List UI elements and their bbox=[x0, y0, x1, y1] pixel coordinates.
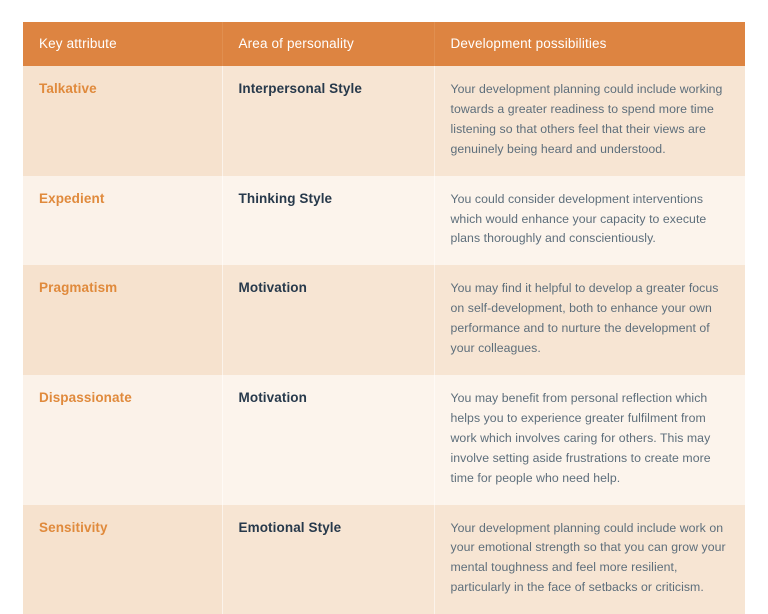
column-header-area-of-personality: Area of personality bbox=[222, 22, 434, 66]
table-row: Sensitivity Emotional Style Your develop… bbox=[23, 505, 745, 614]
table-row: Dispassionate Motivation You may benefit… bbox=[23, 375, 745, 505]
cell-development-possibilities: You may benefit from personal reflection… bbox=[434, 375, 745, 505]
cell-key-attribute: Dispassionate bbox=[23, 375, 222, 505]
development-report-table-container: Key attribute Area of personality Develo… bbox=[23, 22, 745, 614]
cell-key-attribute: Talkative bbox=[23, 66, 222, 176]
table-row: Talkative Interpersonal Style Your devel… bbox=[23, 66, 745, 176]
cell-key-attribute: Expedient bbox=[23, 176, 222, 266]
development-text: You could consider development intervent… bbox=[451, 190, 732, 250]
development-text: Your development planning could include … bbox=[451, 519, 732, 599]
attribute-label: Pragmatism bbox=[39, 279, 222, 297]
table-row: Pragmatism Motivation You may find it he… bbox=[23, 265, 745, 375]
table-header: Key attribute Area of personality Develo… bbox=[23, 22, 745, 66]
cell-area-of-personality: Motivation bbox=[222, 375, 434, 505]
attribute-label: Expedient bbox=[39, 190, 222, 208]
area-label: Motivation bbox=[239, 279, 434, 297]
attribute-label: Dispassionate bbox=[39, 389, 222, 407]
development-text: You may benefit from personal reflection… bbox=[451, 389, 732, 489]
area-label: Thinking Style bbox=[239, 190, 434, 208]
table-body: Talkative Interpersonal Style Your devel… bbox=[23, 66, 745, 614]
area-label: Motivation bbox=[239, 389, 434, 407]
table-header-row: Key attribute Area of personality Develo… bbox=[23, 22, 745, 66]
cell-area-of-personality: Emotional Style bbox=[222, 505, 434, 614]
attribute-label: Sensitivity bbox=[39, 519, 222, 537]
cell-key-attribute: Sensitivity bbox=[23, 505, 222, 614]
cell-development-possibilities: You could consider development intervent… bbox=[434, 176, 745, 266]
area-label: Interpersonal Style bbox=[239, 80, 434, 98]
cell-development-possibilities: You may find it helpful to develop a gre… bbox=[434, 265, 745, 375]
cell-development-possibilities: Your development planning could include … bbox=[434, 505, 745, 614]
development-text: Your development planning could include … bbox=[451, 80, 732, 160]
development-possibilities-table: Key attribute Area of personality Develo… bbox=[23, 22, 745, 614]
column-header-development-possibilities: Development possibilities bbox=[434, 22, 745, 66]
cell-area-of-personality: Motivation bbox=[222, 265, 434, 375]
cell-area-of-personality: Interpersonal Style bbox=[222, 66, 434, 176]
table-row: Expedient Thinking Style You could consi… bbox=[23, 176, 745, 266]
area-label: Emotional Style bbox=[239, 519, 434, 537]
cell-development-possibilities: Your development planning could include … bbox=[434, 66, 745, 176]
attribute-label: Talkative bbox=[39, 80, 222, 98]
development-text: You may find it helpful to develop a gre… bbox=[451, 279, 732, 359]
cell-key-attribute: Pragmatism bbox=[23, 265, 222, 375]
column-header-key-attribute: Key attribute bbox=[23, 22, 222, 66]
cell-area-of-personality: Thinking Style bbox=[222, 176, 434, 266]
